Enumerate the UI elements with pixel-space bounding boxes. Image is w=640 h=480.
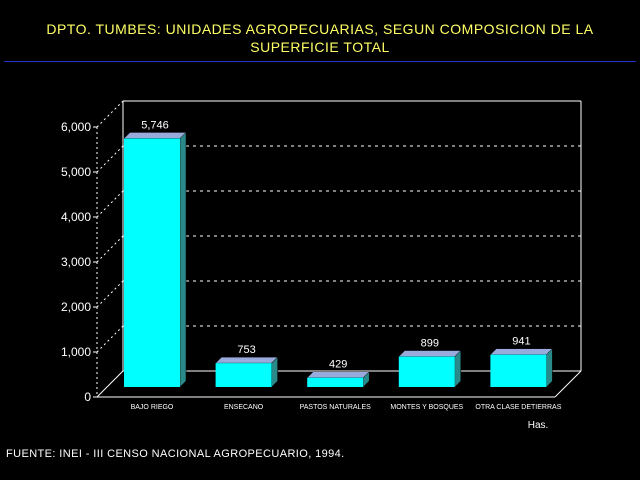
x-tick-label: PASTOS NATURALES — [300, 404, 372, 411]
unit-label: Has. — [528, 420, 549, 431]
bar-top — [306, 371, 370, 378]
gridline-connector — [96, 100, 124, 128]
bar-top — [123, 132, 187, 139]
y-tick-label: 2,000 — [61, 300, 91, 314]
chart-title-line1: DPTO. TUMBES: UNIDADES AGROPECUARIAS, SE… — [46, 21, 594, 37]
gridline-connector — [96, 235, 124, 263]
bar-side — [454, 349, 462, 388]
y-tick-label: 1,000 — [61, 345, 91, 359]
bar — [307, 377, 364, 387]
y-tick-label: 3,000 — [61, 255, 91, 269]
axis-floor-left-edge — [96, 370, 124, 398]
gridline-connector — [96, 190, 124, 218]
gridline-connector — [96, 280, 124, 308]
bar-top — [489, 348, 554, 355]
data-label: 753 — [237, 344, 255, 356]
y-tick-label: 4,000 — [61, 210, 91, 224]
x-tick-label: MONTES Y BOSQUES — [390, 404, 463, 411]
bar-side — [179, 131, 187, 388]
bar — [490, 354, 547, 387]
data-label: 429 — [329, 359, 347, 371]
x-tick-label: OTRA CLASE DETIERRAS — [475, 404, 561, 411]
bar-side — [546, 348, 553, 388]
chart-title-line2: SUPERFICIE TOTAL — [250, 39, 390, 55]
chart-title: DPTO. TUMBES: UNIDADES AGROPECUARIAS, SE… — [0, 20, 640, 56]
bar — [215, 363, 272, 387]
bar-top — [398, 350, 462, 357]
bar — [124, 138, 180, 387]
data-label: 5,746 — [141, 119, 169, 131]
gridline-connector — [96, 325, 124, 353]
axis-floor-right-edge — [554, 370, 582, 398]
bar — [398, 356, 455, 387]
title-divider — [4, 61, 636, 62]
y-tick-label: 6,000 — [61, 120, 91, 134]
x-tick-label: ENSECANO — [224, 404, 264, 411]
y-tick-label: 5,000 — [61, 165, 91, 179]
x-tick-label: BAJO RIEGO — [131, 404, 174, 411]
bar-top — [214, 356, 279, 364]
source-note: FUENTE: INEI - III CENSO NACIONAL AGROPE… — [6, 448, 345, 460]
y-tick-label: 0 — [84, 390, 91, 404]
data-label: 899 — [421, 338, 439, 350]
data-label: 941 — [512, 336, 530, 348]
gridline-connector — [96, 145, 124, 173]
